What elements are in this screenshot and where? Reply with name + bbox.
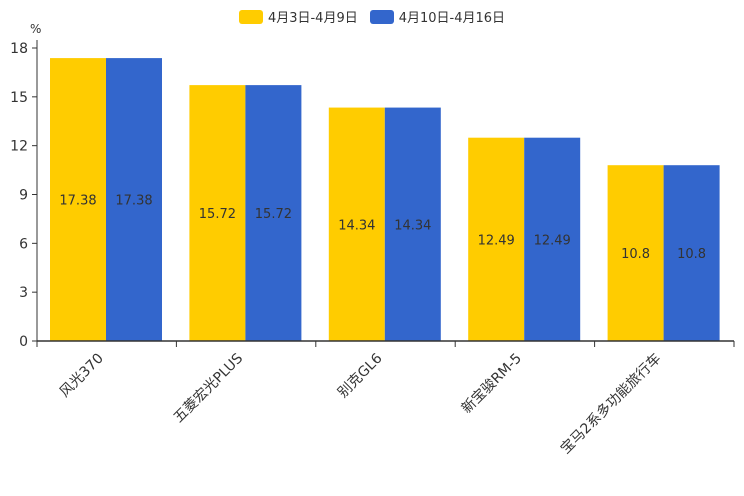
data-label: 10.8 (677, 247, 706, 262)
x-category-label: 别克GL6 (335, 350, 386, 401)
bar-series-1-4 (468, 137, 525, 341)
y-axis-unit-label: % (30, 22, 41, 36)
data-label: 12.49 (534, 233, 571, 248)
bar-series-1-5 (607, 165, 664, 341)
y-tick-label: 0 (19, 334, 28, 350)
legend: 4月3日-4月9日 4月10日-4月16日 (0, 7, 744, 26)
bar-series-2-1 (106, 58, 162, 341)
y-tick-label: 9 (19, 188, 28, 204)
data-label: 15.72 (255, 207, 292, 222)
legend-label-series-1: 4月3日-4月9日 (267, 11, 358, 26)
x-category-label: 新宝骏RM-5 (459, 351, 525, 417)
legend-label-series-2: 4月10日-4月16日 (398, 11, 506, 26)
legend-swatch-series-1 (238, 9, 263, 24)
data-label: 17.38 (59, 194, 96, 209)
x-category-label: 风光370 (57, 351, 107, 401)
bar-series-2-3 (384, 107, 441, 342)
legend-swatch-series-2 (369, 9, 394, 24)
data-label: 15.72 (199, 207, 236, 222)
y-tick-label: 18 (10, 41, 28, 57)
bar-series-1-3 (328, 107, 385, 342)
y-tick-label: 12 (10, 139, 28, 155)
data-label: 12.49 (478, 233, 515, 248)
legend-item-series-1[interactable]: 4月3日-4月9日 (238, 7, 358, 26)
x-category-label: 宝马2系多功能旅行车 (557, 350, 664, 457)
data-label: 17.38 (115, 194, 152, 209)
legend-item-series-2[interactable]: 4月10日-4月16日 (369, 7, 506, 26)
y-tick-label: 6 (19, 236, 28, 252)
data-label: 14.34 (338, 218, 375, 233)
x-category-label: 五菱宏光PLUS (171, 350, 247, 426)
bar-series-1-2 (189, 85, 246, 341)
y-tick-label: 15 (10, 90, 28, 106)
bar-series-2-2 (245, 85, 302, 341)
data-label: 10.8 (621, 247, 650, 262)
bar-series-1-1 (50, 58, 106, 341)
bar-series-2-5 (663, 165, 720, 341)
y-tick-label: 3 (19, 285, 28, 301)
data-label: 14.34 (394, 218, 431, 233)
bar-series-2-4 (524, 137, 581, 341)
